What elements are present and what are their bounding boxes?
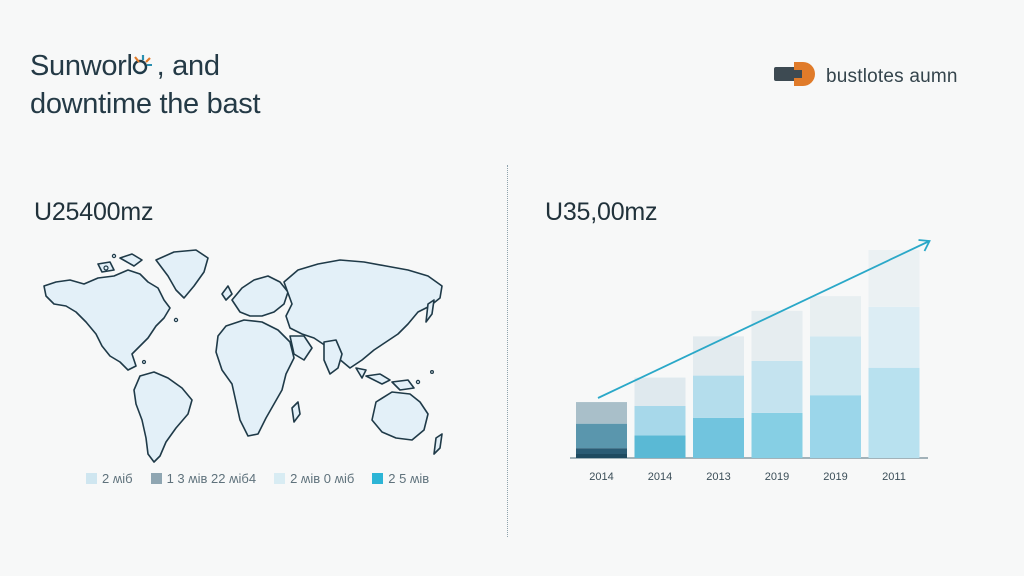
bar-segment bbox=[576, 448, 627, 458]
legend-item: 2 5 ʍiв bbox=[372, 471, 429, 486]
legend-swatch bbox=[86, 473, 97, 484]
brand-name: bustlotes aumn bbox=[826, 65, 958, 87]
trend-line bbox=[597, 240, 930, 399]
x-tick-label: 2014 bbox=[589, 471, 613, 483]
brand-logo-icon bbox=[774, 58, 820, 95]
bar-segment bbox=[634, 435, 686, 458]
legend-swatch bbox=[150, 473, 162, 484]
legend-label: 1 3 ʍiв 22 ʍiб4 bbox=[166, 471, 257, 486]
legend-item: 1 3 ʍiв 22 ʍiб4 bbox=[150, 471, 257, 486]
legend-item: 2 ʍiв 0 ʍiб bbox=[274, 471, 354, 486]
north-america-shape bbox=[43, 269, 171, 371]
panel-divider bbox=[507, 165, 508, 537]
africa-shape bbox=[215, 319, 295, 437]
bar-segment bbox=[693, 417, 744, 458]
page-title: Sunworl, and downtime the bast bbox=[30, 48, 261, 122]
japan-shape bbox=[425, 299, 435, 323]
bar-segment bbox=[634, 377, 686, 406]
bar-segment bbox=[576, 402, 627, 424]
sparkle-icon bbox=[131, 50, 157, 86]
europe-shape bbox=[231, 275, 289, 317]
greenland-shape bbox=[155, 249, 209, 299]
bar-segment bbox=[810, 296, 861, 337]
legend-label: 2 ʍiб bbox=[102, 471, 133, 486]
right-stat-value: U35,00mz bbox=[545, 198, 658, 226]
x-tick-label: 2013 bbox=[706, 471, 730, 483]
bar-segment bbox=[693, 375, 744, 418]
left-stat-value: U25400mz bbox=[34, 198, 154, 226]
bar-segment bbox=[576, 423, 627, 449]
stacked-bar-chart: 2014 2014 2013 2019 2019 2011 bbox=[570, 239, 931, 483]
bar-segment bbox=[634, 406, 686, 436]
bar-segment bbox=[693, 336, 744, 376]
arctic-islands-shape bbox=[97, 253, 143, 273]
indonesia-shape bbox=[355, 367, 415, 391]
india-shape bbox=[323, 339, 343, 375]
legend-item: 2 ʍiб bbox=[86, 471, 133, 486]
bar-segment bbox=[868, 306, 920, 368]
south-america-shape bbox=[133, 371, 193, 463]
x-tick-label: 2019 bbox=[765, 471, 789, 483]
australia-shape bbox=[371, 391, 429, 441]
bar-segment bbox=[751, 310, 803, 361]
new-zealand-shape bbox=[433, 433, 443, 455]
legend-label: 2 5 ʍiв bbox=[388, 471, 430, 486]
bar-segment bbox=[751, 360, 803, 413]
bar-segment bbox=[810, 395, 861, 458]
world-map-icon bbox=[43, 249, 443, 463]
x-tick-label: 2019 bbox=[823, 471, 847, 483]
title-line-2: downtime the bast bbox=[30, 88, 261, 120]
arabia-shape bbox=[289, 335, 313, 361]
bar-segment bbox=[751, 412, 803, 458]
madagascar-shape bbox=[291, 401, 301, 423]
x-tick-label: 2011 bbox=[882, 471, 906, 483]
legend-label: 2 ʍiв 0 ʍiб bbox=[290, 471, 355, 486]
brand-logo: bustlotes aumn bbox=[774, 58, 958, 95]
map-legend: 2 ʍiб 1 3 ʍiв 22 ʍiб4 2 ʍiв 0 ʍiб 2 5 ʍi… bbox=[86, 471, 476, 486]
uk-shape bbox=[221, 285, 233, 301]
bar-segment bbox=[868, 250, 920, 307]
bar-base-strip bbox=[576, 454, 627, 458]
trend-arrow-head-icon bbox=[918, 239, 931, 252]
bar-segment bbox=[868, 367, 920, 458]
asia-shape bbox=[283, 259, 443, 369]
x-tick-label: 2014 bbox=[648, 471, 672, 483]
title-line-1: Sunworl, and bbox=[30, 48, 260, 86]
legend-swatch bbox=[274, 473, 286, 484]
bar-segment bbox=[810, 336, 861, 396]
legend-swatch bbox=[372, 473, 384, 484]
